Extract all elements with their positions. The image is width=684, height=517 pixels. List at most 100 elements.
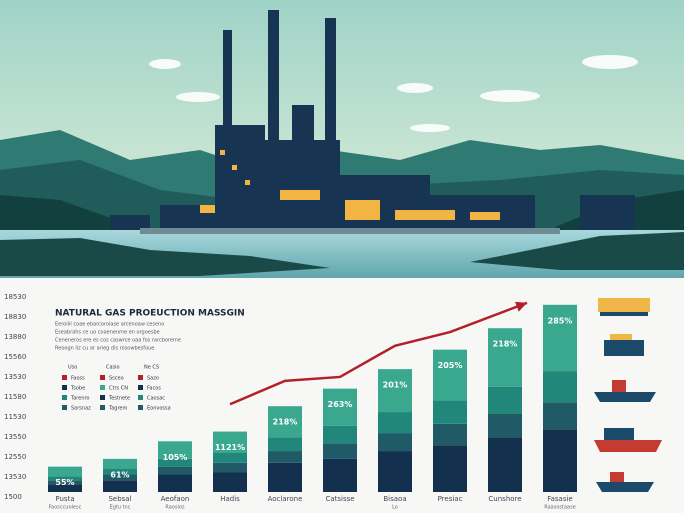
bar-label: 285%	[548, 316, 573, 325]
bar-segment	[158, 474, 192, 492]
bar-segment	[378, 369, 412, 413]
bar-segment	[433, 349, 467, 401]
legend-label: Sazo	[147, 376, 159, 382]
bar-segment	[48, 476, 82, 481]
bar-segment	[543, 371, 577, 403]
bar-segment	[323, 425, 357, 444]
chart-title: NATURAL GAS PROEUCTION MASSGIN	[55, 309, 245, 319]
x-tick-label: Hadis	[220, 495, 240, 503]
bar-segment	[48, 466, 82, 477]
bar-segment	[268, 451, 302, 463]
trend-line	[229, 301, 528, 406]
bar-segment	[433, 400, 467, 424]
x-tick-sublabel: Egtu tnc	[110, 505, 131, 511]
bar-segment	[213, 462, 247, 473]
x-tick-sublabel: Raoslos	[165, 505, 185, 511]
x-tick-label: Catsisse	[325, 495, 354, 503]
y-tick-label: 13550	[4, 433, 26, 441]
legend-swatch	[62, 405, 67, 410]
legend-label: Eonvossa	[147, 406, 171, 412]
y-tick-label: 13530	[4, 473, 26, 481]
bar-segment	[48, 480, 82, 485]
bar-segment	[323, 458, 357, 492]
y-tick-label: 1500	[4, 493, 22, 501]
legend-label: Testnete	[108, 396, 130, 402]
bar-segment	[433, 445, 467, 492]
legend-swatch	[100, 405, 105, 410]
y-tick-label: 12550	[4, 453, 26, 461]
y-tick-label: 18830	[4, 313, 26, 321]
illustration	[0, 0, 684, 278]
y-tick-label: 11530	[4, 413, 26, 421]
bar-segment	[103, 458, 137, 469]
bar-segment	[323, 388, 357, 426]
trend-arrowhead	[515, 301, 527, 312]
bar-segment	[433, 423, 467, 446]
subtitle: Reoogn liz cu ar arieg dis rosowbesfoue	[55, 346, 154, 352]
bar-segment	[378, 412, 412, 434]
x-tick-label: Fasasie	[547, 495, 573, 503]
subtitle: Eeroliil coae ebarcoroiase arcenoaw cese…	[55, 322, 164, 328]
x-tick-label: Cunshore	[488, 495, 521, 503]
bar-segment	[378, 451, 412, 492]
legend-label: Tsobe	[70, 386, 85, 392]
bar-segment	[103, 468, 137, 475]
bar-segment	[103, 474, 137, 481]
bar-segment	[213, 431, 247, 453]
bar-segment	[213, 472, 247, 492]
legend-label: Tagrem	[108, 406, 127, 412]
bar-label: 205%	[438, 361, 463, 370]
x-tick-label: Presiac	[438, 495, 463, 503]
legend-swatch	[138, 385, 143, 390]
bar-segment	[213, 453, 247, 463]
bar-segment	[378, 433, 412, 452]
y-tick-label: 13880	[4, 333, 26, 341]
legend-swatch	[138, 375, 143, 380]
bar-label: 218%	[273, 418, 298, 427]
x-tick-label: Aeofaon	[161, 495, 190, 503]
bar-label: 218%	[493, 340, 518, 349]
icons	[594, 298, 662, 492]
legend-swatch	[138, 405, 143, 410]
bar-label: 61%	[110, 470, 129, 479]
x-tick-sublabel: Lo	[392, 505, 398, 511]
bar-segment	[543, 429, 577, 492]
legend-label: Sarsnaz	[71, 406, 91, 412]
bar-segment	[268, 406, 302, 438]
legend-label: Faoss	[71, 376, 85, 382]
bar-segment	[488, 437, 522, 492]
bar-label: 1121%	[215, 443, 245, 452]
bar-segment	[268, 462, 302, 492]
x-tick-label: Aoclarone	[268, 495, 303, 503]
bar-segment	[488, 328, 522, 387]
legend-swatch	[100, 385, 105, 390]
legend-label: Caosac	[147, 396, 165, 402]
legend-label: Ctrs CN	[109, 386, 128, 392]
y-tick-label: 15560	[4, 353, 26, 361]
legend-label: Tarenro	[70, 396, 90, 402]
bar-segment	[158, 441, 192, 459]
bar-segment	[488, 386, 522, 414]
x-tick-label: Bisaoa	[383, 495, 406, 503]
y-tick-label: 11580	[4, 393, 26, 401]
legend-swatch	[62, 375, 67, 380]
x-tick-sublabel: Raasostaase	[544, 505, 576, 511]
bar-segment	[268, 437, 302, 452]
subtitle: Ceneneros ere es cos caswrce oaa fos rar…	[55, 338, 181, 344]
bar-segment	[323, 443, 357, 459]
subtitle: Eseabrahs ce uo coaenenme en orgoesbe	[55, 330, 160, 336]
legend-swatch	[138, 395, 143, 400]
legend-header: Ne CS	[144, 365, 159, 371]
x-tick-sublabel: Faosccuolesc	[49, 505, 82, 511]
legend-label: Facos	[147, 386, 161, 392]
bar-label: 55%	[55, 478, 74, 487]
bar-segment	[543, 304, 577, 372]
y-tick-label: 18530	[4, 293, 26, 301]
legend-swatch	[62, 395, 67, 400]
legend-swatch	[100, 395, 105, 400]
legend-swatch	[100, 375, 105, 380]
legend-header: Casio	[106, 365, 120, 371]
bar-segment	[488, 414, 522, 438]
